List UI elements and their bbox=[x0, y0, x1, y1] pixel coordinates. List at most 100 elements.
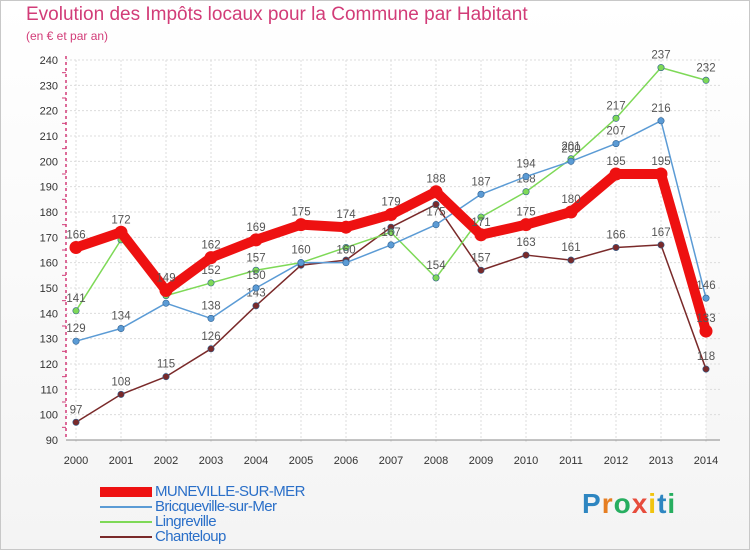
data-point-muneville-sur-mer bbox=[519, 218, 533, 232]
data-label-bricqueville-sur-mer: 150 bbox=[246, 270, 265, 282]
data-label-bricqueville-sur-mer: 134 bbox=[111, 311, 131, 323]
y-tick-label: 210 bbox=[40, 131, 58, 143]
data-point-lingreville bbox=[657, 64, 665, 72]
data-label-chanteloup: 115 bbox=[157, 359, 175, 371]
data-point-lingreville bbox=[252, 266, 260, 274]
data-label-chanteloup: 163 bbox=[516, 237, 535, 249]
data-point-lingreville bbox=[387, 228, 395, 236]
data-label-bricqueville-sur-mer: 194 bbox=[516, 159, 536, 171]
data-point-muneville-sur-mer bbox=[69, 240, 83, 254]
data-point-bricqueville-sur-mer bbox=[297, 259, 305, 267]
data-point-muneville-sur-mer bbox=[564, 205, 578, 219]
x-tick-label: 2005 bbox=[289, 455, 313, 467]
data-point-lingreville bbox=[522, 188, 530, 196]
data-label-bricqueville-sur-mer: 175 bbox=[426, 207, 445, 219]
x-tick-label: 2007 bbox=[379, 455, 403, 467]
data-label-bricqueville-sur-mer: 167 bbox=[381, 227, 400, 239]
y-tick-label: 130 bbox=[40, 334, 58, 346]
y-tick-label: 220 bbox=[40, 106, 58, 118]
data-point-bricqueville-sur-mer bbox=[162, 299, 170, 307]
data-point-lingreville bbox=[72, 307, 80, 315]
data-label-chanteloup: 167 bbox=[651, 227, 670, 239]
x-tick-label: 2011 bbox=[559, 455, 583, 467]
data-label-muneville-sur-mer: 133 bbox=[696, 313, 715, 325]
data-label-muneville-sur-mer: 174 bbox=[336, 209, 356, 221]
x-tick-label: 2001 bbox=[109, 455, 133, 467]
data-label-bricqueville-sur-mer: 207 bbox=[606, 126, 625, 138]
data-label-muneville-sur-mer: 179 bbox=[381, 197, 400, 209]
data-label-lingreville: 201 bbox=[561, 141, 580, 153]
data-label-bricqueville-sur-mer: 187 bbox=[471, 176, 490, 188]
data-point-muneville-sur-mer bbox=[384, 208, 398, 222]
y-tick-label: 160 bbox=[40, 258, 58, 270]
data-label-bricqueville-sur-mer: 160 bbox=[291, 245, 310, 257]
legend-label: Bricqueville-sur-Mer bbox=[155, 498, 277, 515]
data-label-muneville-sur-mer: 162 bbox=[201, 240, 220, 252]
data-point-bricqueville-sur-mer bbox=[72, 337, 80, 345]
data-label-muneville-sur-mer: 188 bbox=[426, 174, 445, 186]
data-point-chanteloup bbox=[477, 266, 485, 274]
logo-letter: o bbox=[613, 488, 632, 519]
data-point-bricqueville-sur-mer bbox=[702, 294, 710, 302]
data-point-muneville-sur-mer bbox=[294, 218, 308, 232]
logo-letter: x bbox=[631, 488, 649, 519]
x-tick-label: 2014 bbox=[694, 455, 718, 467]
data-point-chanteloup bbox=[162, 373, 170, 381]
data-point-chanteloup bbox=[72, 418, 80, 426]
data-point-bricqueville-sur-mer bbox=[432, 221, 440, 229]
y-tick-label: 120 bbox=[40, 359, 58, 371]
data-label-bricqueville-sur-mer: 146 bbox=[696, 280, 715, 292]
legend-swatch bbox=[100, 536, 152, 538]
data-label-bricqueville-sur-mer: 160 bbox=[336, 245, 355, 257]
legend-label: Lingreville bbox=[155, 513, 217, 530]
data-label-chanteloup: 118 bbox=[697, 351, 715, 363]
y-tick-label: 110 bbox=[40, 384, 58, 396]
data-label-lingreville: 154 bbox=[426, 260, 446, 272]
data-point-bricqueville-sur-mer bbox=[567, 157, 575, 165]
data-point-bricqueville-sur-mer bbox=[207, 314, 215, 322]
data-label-bricqueville-sur-mer: 129 bbox=[66, 323, 85, 335]
x-tick-label: 2013 bbox=[649, 455, 673, 467]
data-label-muneville-sur-mer: 180 bbox=[561, 194, 580, 206]
data-label-lingreville: 237 bbox=[651, 50, 670, 62]
data-point-lingreville bbox=[702, 76, 710, 84]
data-point-muneville-sur-mer bbox=[429, 185, 443, 199]
data-point-chanteloup bbox=[207, 345, 215, 353]
data-label-lingreville: 141 bbox=[66, 293, 85, 305]
legend-label: Chanteloup bbox=[155, 528, 226, 545]
data-label-bricqueville-sur-mer: 216 bbox=[651, 103, 670, 115]
data-label-chanteloup: 126 bbox=[201, 331, 220, 343]
logo-letter: t bbox=[657, 488, 668, 519]
data-point-muneville-sur-mer bbox=[249, 233, 263, 247]
data-label-muneville-sur-mer: 169 bbox=[246, 222, 265, 234]
data-point-chanteloup bbox=[702, 365, 710, 373]
data-label-bricqueville-sur-mer: 200 bbox=[561, 143, 580, 155]
legend-swatch bbox=[100, 487, 152, 497]
logo-letter: i bbox=[648, 488, 658, 519]
data-point-chanteloup bbox=[657, 241, 665, 249]
data-label-muneville-sur-mer: 149 bbox=[156, 273, 175, 285]
y-tick-label: 240 bbox=[40, 55, 58, 67]
data-label-muneville-sur-mer: 166 bbox=[66, 229, 85, 241]
data-label-lingreville: 157 bbox=[246, 252, 265, 264]
data-point-lingreville bbox=[477, 213, 485, 221]
y-tick-label: 230 bbox=[40, 80, 58, 92]
data-point-chanteloup bbox=[432, 200, 440, 208]
data-label-lingreville: 152 bbox=[201, 265, 220, 277]
data-label-bricqueville-sur-mer: 138 bbox=[201, 300, 220, 312]
chart-title: Evolution des Impôts locaux pour la Comm… bbox=[26, 4, 528, 25]
logo-letter: P bbox=[582, 488, 602, 519]
data-point-muneville-sur-mer bbox=[339, 220, 353, 234]
data-label-chanteloup: 161 bbox=[561, 242, 580, 254]
y-tick-label: 100 bbox=[40, 410, 58, 422]
y-tick-label: 170 bbox=[40, 232, 58, 244]
x-tick-label: 2008 bbox=[424, 455, 448, 467]
data-point-muneville-sur-mer bbox=[204, 251, 218, 265]
y-tick-label: 140 bbox=[40, 308, 58, 320]
data-point-lingreville bbox=[342, 243, 350, 251]
data-point-bricqueville-sur-mer bbox=[477, 190, 485, 198]
data-label-muneville-sur-mer: 195 bbox=[606, 156, 625, 168]
x-tick-label: 2003 bbox=[199, 455, 223, 467]
data-label-muneville-sur-mer: 171 bbox=[471, 217, 490, 229]
